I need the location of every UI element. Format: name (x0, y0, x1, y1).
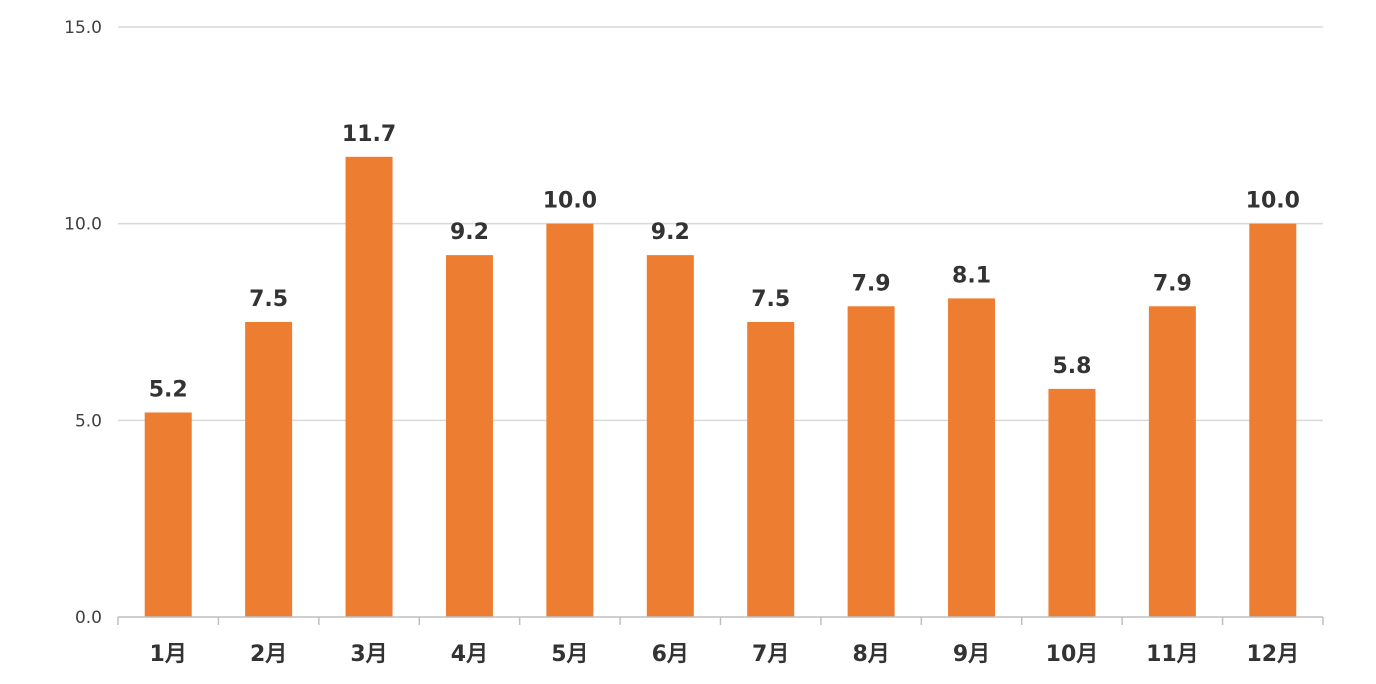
x-category-label: 3月 (350, 642, 387, 667)
bar (847, 306, 895, 617)
x-category-label: 7月 (752, 642, 789, 667)
bar (1148, 306, 1196, 617)
y-tick-label: 0.0 (75, 608, 102, 628)
bar (1048, 388, 1096, 617)
y-tick-label: 10.0 (64, 215, 102, 235)
x-category-label: 9月 (953, 642, 990, 667)
bar-value-label: 11.7 (342, 122, 396, 147)
x-category-label: 10月 (1046, 642, 1099, 667)
bar (245, 322, 293, 617)
x-category-label: 2月 (250, 642, 287, 667)
bar-value-label: 7.9 (852, 271, 891, 296)
bar-value-label: 9.2 (450, 220, 489, 245)
bar-value-label: 7.5 (249, 287, 288, 312)
bar (445, 255, 493, 617)
x-category-label: 8月 (852, 642, 889, 667)
bar-value-label: 9.2 (651, 220, 690, 245)
data-labels: 5.2 7.5 11.7 9.2 10.0 9.2 7.5 7.9 8.1 5.8 7.9 10.0 (149, 122, 1300, 403)
bar-value-label: 7.5 (751, 287, 790, 312)
bar (546, 223, 594, 617)
bar (345, 156, 393, 618)
x-category-label: 4月 (451, 642, 488, 667)
bar (948, 298, 996, 617)
x-category-label: 11月 (1146, 642, 1199, 667)
bars (144, 156, 1297, 618)
x-category-label: 5月 (551, 642, 588, 667)
gridlines (118, 26, 1323, 422)
bar (747, 322, 795, 617)
axes: 0.0 5.0 10.0 15.0 1月 2月 3月 4月 5月 6月 7月 8月 9月 10月 11月 12… (64, 18, 1324, 667)
bar (1249, 223, 1297, 617)
bar-value-label: 5.8 (1052, 354, 1091, 379)
bar (144, 412, 192, 617)
bar-value-label: 7.9 (1153, 271, 1192, 296)
y-tick-label: 15.0 (64, 18, 102, 38)
bar-value-label: 8.1 (952, 263, 991, 288)
y-tick-label: 5.0 (75, 411, 102, 431)
x-category-label: 1月 (150, 642, 187, 667)
bar-value-label: 5.2 (149, 377, 188, 402)
x-category-label: 6月 (652, 642, 689, 667)
bar-value-label: 10.0 (1246, 189, 1300, 214)
bar-value-label: 10.0 (543, 189, 597, 214)
x-category-label: 12月 (1246, 642, 1299, 667)
bar (646, 255, 694, 617)
